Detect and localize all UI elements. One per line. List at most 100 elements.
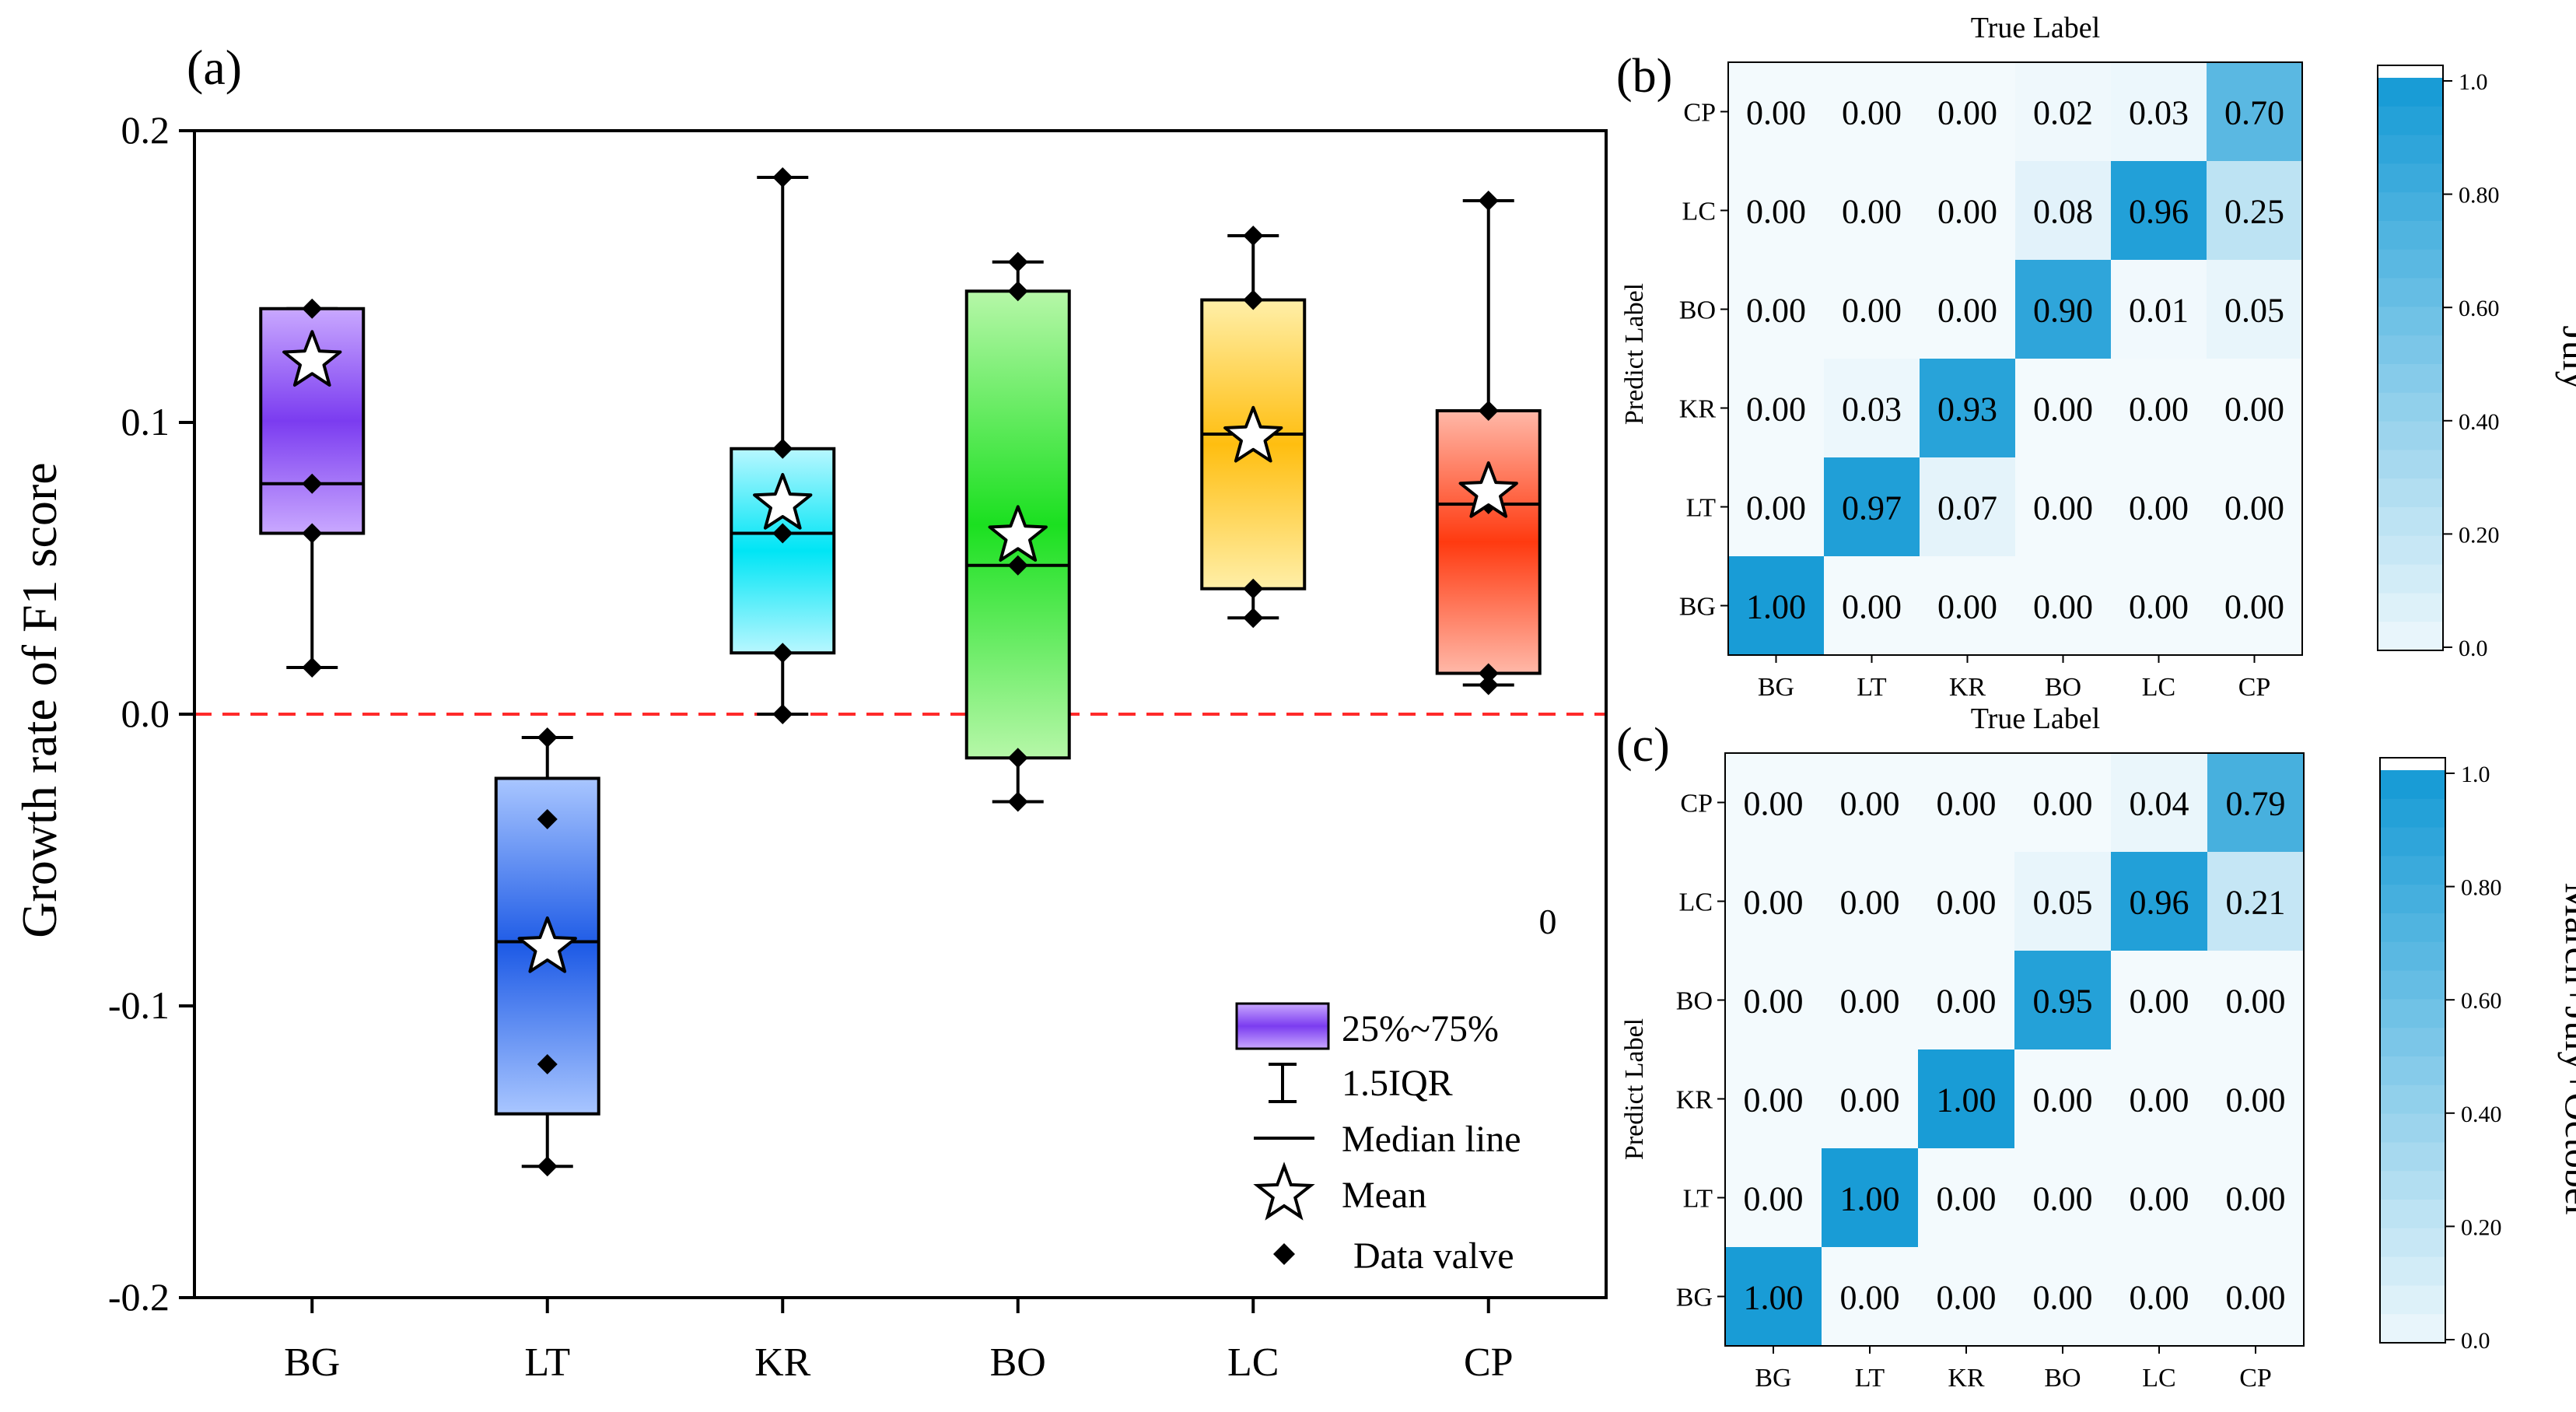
matrix-cell	[1822, 1049, 1919, 1149]
panel-label-c: (c)	[1616, 719, 1670, 772]
cell-value: 0.25	[2224, 193, 2284, 231]
matrix-cell	[2207, 457, 2303, 557]
colorbar-tick-label: 1.0	[2459, 69, 2488, 95]
col-label: BO	[2044, 1364, 2081, 1393]
row-label: LT	[1686, 494, 1717, 523]
matrix-cell	[1920, 359, 2016, 458]
matrix-cell	[1725, 1049, 1822, 1149]
colorbar-cap	[2378, 65, 2443, 78]
colorbar-tick-label: 0.20	[2459, 522, 2500, 548]
matrix-cell	[1918, 951, 2015, 1050]
matrix-cell	[2014, 1049, 2112, 1149]
y-tick-label: -0.2	[108, 1275, 170, 1319]
box-bo	[964, 251, 1071, 812]
matrix-cell	[1725, 1247, 1822, 1347]
colorbar-tick-label: 0.0	[2461, 1328, 2490, 1354]
y-tick-label: -0.1	[108, 983, 170, 1027]
cell-value: 0.00	[2129, 391, 2189, 429]
matrix-frame	[1724, 752, 2305, 1347]
matrix-cell	[2111, 1049, 2208, 1149]
col-label: LT	[1857, 673, 1887, 702]
matrix-frame	[1727, 61, 2303, 656]
colorbar-segment	[2378, 221, 2443, 251]
colorbar-segment	[2380, 1200, 2445, 1229]
data-point	[1478, 663, 1499, 684]
matrix-cell	[1918, 1049, 2015, 1149]
colorbar-tick-label: 1.0	[2461, 762, 2490, 787]
col-label: BG	[1755, 1364, 1791, 1393]
cell-value: 0.93	[1937, 391, 1997, 429]
legend-data-diamond-icon	[1273, 1243, 1295, 1265]
matrix-cell	[2111, 852, 2208, 951]
colorbar-segment	[2380, 827, 2445, 857]
cell-value: 0.00	[1937, 94, 1997, 132]
colorbar-segment	[2378, 163, 2443, 193]
colorbar-segment	[2378, 622, 2443, 651]
cell-value: 0.00	[2226, 1180, 2286, 1218]
colorbar-label: March+July+October	[2557, 882, 2576, 1218]
colorbar-segment	[2378, 278, 2443, 307]
matrix-cell	[2015, 359, 2112, 458]
cell-value: 0.00	[1744, 785, 1804, 823]
colorbar-tick-label: 0.0	[2459, 636, 2488, 661]
row-label: KR	[1679, 395, 1717, 424]
matrix-cell	[2111, 1247, 2208, 1347]
matrix-cell	[2014, 1148, 2112, 1248]
colorbar-segment	[2380, 1228, 2445, 1258]
iqr-box	[1435, 409, 1542, 675]
cell-value: 0.00	[2033, 588, 2093, 626]
cell-value: 0.04	[2130, 785, 2189, 823]
data-point	[1007, 791, 1028, 812]
matrix-cell	[1918, 1247, 2015, 1347]
cell-value: 0.00	[1746, 292, 1806, 330]
colorbar-segment	[2378, 335, 2443, 365]
colorbar-segment	[2380, 913, 2445, 943]
colorbar-tick-label: 0.80	[2459, 183, 2500, 208]
confusion-matrix-combined-panel: (c) True Label Predict Label 0.00 0.00 0.0…	[1616, 702, 2576, 1393]
cell-value: 0.03	[1842, 391, 1902, 429]
colorbar-tick-label: 0.60	[2461, 988, 2502, 1014]
row-label: CP	[1683, 99, 1716, 128]
colorbar-segment	[2380, 941, 2445, 972]
cell-value: 0.08	[2033, 193, 2093, 231]
matrix-cell	[1824, 359, 1920, 458]
data-point	[772, 704, 793, 724]
row-label: LC	[1682, 198, 1716, 226]
colorbar-segment	[2378, 392, 2443, 422]
colorbar-segment	[2378, 135, 2443, 164]
legend: 25%~75% 1.5IQR Median line Mean Data val…	[1235, 1002, 1521, 1277]
legend-label-data: Data valve	[1353, 1235, 1514, 1277]
panel-label-b: (b)	[1616, 50, 1672, 103]
matrix-cell	[2015, 556, 2112, 656]
matrix-cell	[1728, 359, 1825, 458]
cell-value: 0.00	[1744, 983, 1804, 1021]
box-plot-panel: (a) Growth rate of F1 score -0.2 -0.1 0.0 0…	[12, 40, 1608, 1385]
cell-value: 0.00	[1840, 1279, 1900, 1317]
x-tick-label: LT	[524, 1340, 570, 1385]
col-label: CP	[2239, 1364, 2272, 1393]
x-tick-label: CP	[1464, 1340, 1514, 1385]
cell-value: 0.00	[2033, 391, 2093, 429]
colorbar-label: July	[2555, 325, 2576, 390]
x-tick-label: BO	[990, 1340, 1046, 1385]
data-point	[302, 473, 323, 494]
matrix-cell	[1725, 951, 1822, 1050]
x-tick-label: KR	[754, 1340, 811, 1385]
matrix-cell	[2111, 62, 2207, 162]
cell-value: 0.00	[1840, 785, 1900, 823]
colorbar-segment	[2380, 1056, 2445, 1086]
matrix-cell	[1822, 852, 1919, 951]
colorbar-segment	[2380, 1113, 2445, 1143]
matrix-cell	[2111, 359, 2207, 458]
cell-value: 0.00	[2224, 489, 2284, 527]
matrix-cell	[1728, 62, 1825, 162]
cell-value: 0.00	[2130, 1180, 2189, 1218]
cell-value: 0.00	[1842, 292, 1902, 330]
box-cp	[1435, 191, 1542, 695]
cell-value: 0.00	[1840, 1081, 1900, 1119]
matrix-cell	[2111, 457, 2207, 557]
colorbar-segment	[2378, 478, 2443, 508]
matrix-cell	[1822, 1148, 1919, 1248]
cell-value: 0.00	[2226, 1081, 2286, 1119]
